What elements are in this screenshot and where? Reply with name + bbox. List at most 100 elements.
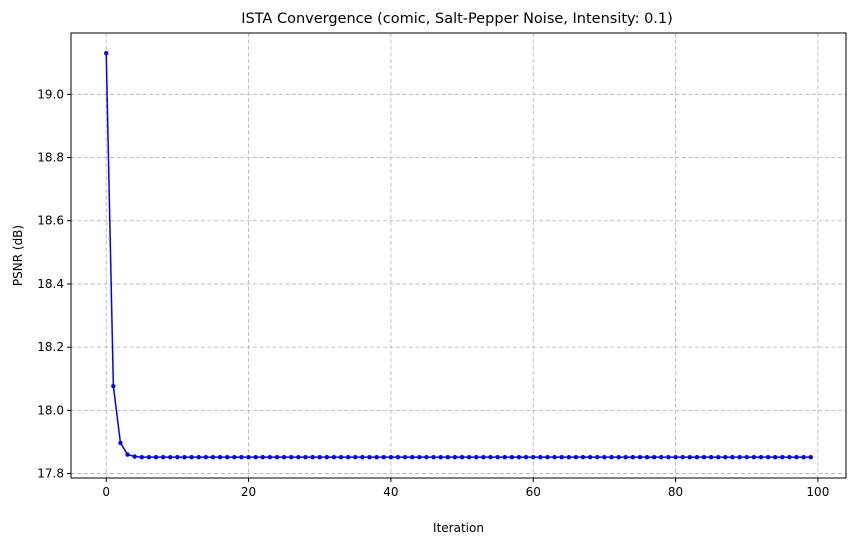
data-point [445, 454, 451, 460]
data-point [794, 454, 799, 460]
data-point [175, 454, 180, 460]
x-axis: 0 20 40 60 80 100 [102, 478, 829, 499]
series-polyline [105, 53, 811, 458]
y-tick-label: 18.2 [37, 340, 64, 354]
data-point [652, 454, 657, 460]
data-point [552, 454, 557, 460]
data-point [374, 454, 379, 460]
data-point [360, 454, 365, 460]
y-axis-label: PSNR (dB) [11, 225, 25, 286]
data-point [331, 454, 337, 460]
data-point [488, 454, 493, 460]
y-tick-label: 18.6 [37, 214, 64, 228]
data-point [253, 454, 258, 460]
data-point [353, 454, 358, 460]
data-point [701, 454, 707, 460]
data-point [659, 454, 664, 460]
data-point [338, 454, 344, 460]
x-tick-label: 100 [806, 485, 829, 499]
x-tick-label: 20 [241, 485, 256, 499]
data-point [125, 452, 130, 457]
data-point [281, 454, 287, 460]
data-point [111, 383, 116, 389]
data-point [146, 454, 152, 460]
data-point [516, 454, 522, 460]
x-tick-label: 80 [668, 485, 683, 499]
data-point [438, 454, 443, 460]
data-point [744, 454, 749, 460]
data-point [182, 454, 187, 460]
data-point [317, 454, 322, 460]
data-point [289, 454, 294, 460]
data-point [303, 454, 308, 460]
data-point [452, 454, 458, 460]
data-point [324, 454, 330, 460]
data-point [217, 454, 223, 460]
data-point [139, 454, 145, 460]
data-point [431, 454, 436, 460]
plot-frame [70, 32, 847, 479]
data-point [666, 454, 671, 460]
data-point [225, 454, 230, 460]
data-point [595, 454, 600, 460]
y-tick-label: 18.4 [37, 277, 64, 291]
data-point [687, 454, 692, 460]
data-point [310, 454, 315, 460]
data-point [466, 454, 472, 460]
data-point [246, 454, 251, 460]
data-point [481, 454, 486, 460]
data-point [160, 454, 166, 460]
x-tick-label: 60 [526, 485, 541, 499]
data-point [673, 454, 678, 460]
y-tick-label: 17.8 [37, 467, 64, 481]
data-point [609, 454, 614, 460]
y-tick-label: 18.8 [37, 151, 64, 165]
data-point [424, 454, 429, 460]
data-point [104, 51, 109, 56]
data-point [737, 454, 742, 460]
data-point [395, 454, 401, 460]
data-point [765, 454, 771, 460]
data-point [260, 454, 265, 460]
series-line [104, 51, 813, 460]
data-point [210, 454, 216, 460]
data-point [751, 454, 757, 460]
x-tick-label: 0 [102, 485, 110, 499]
data-point [616, 454, 621, 460]
data-point [801, 454, 806, 460]
data-point [189, 454, 194, 460]
data-point [694, 454, 700, 460]
data-point [118, 440, 123, 446]
data-point [345, 454, 351, 460]
data-point [580, 454, 586, 460]
data-point [474, 454, 479, 460]
data-point [723, 454, 728, 460]
data-point [267, 454, 273, 460]
data-point [780, 454, 785, 460]
data-point [587, 454, 593, 460]
data-point [153, 454, 159, 460]
data-point [274, 454, 280, 460]
data-point [630, 454, 636, 460]
data-point [459, 454, 465, 460]
data-point [545, 454, 550, 460]
data-point [381, 454, 386, 460]
data-point [680, 454, 685, 460]
data-point [787, 454, 792, 460]
data-point [132, 454, 137, 459]
x-axis-label: Iteration [433, 521, 484, 535]
data-point [758, 454, 764, 460]
data-point [772, 454, 778, 460]
data-point [531, 454, 536, 460]
y-tick-label: 19.0 [37, 87, 64, 101]
data-point [502, 454, 507, 460]
data-point [402, 454, 408, 460]
data-point [538, 454, 543, 460]
data-point [566, 454, 572, 460]
data-point [196, 454, 201, 460]
data-point [232, 454, 237, 460]
data-point [509, 454, 515, 460]
data-point [296, 454, 301, 460]
data-point [388, 454, 394, 460]
